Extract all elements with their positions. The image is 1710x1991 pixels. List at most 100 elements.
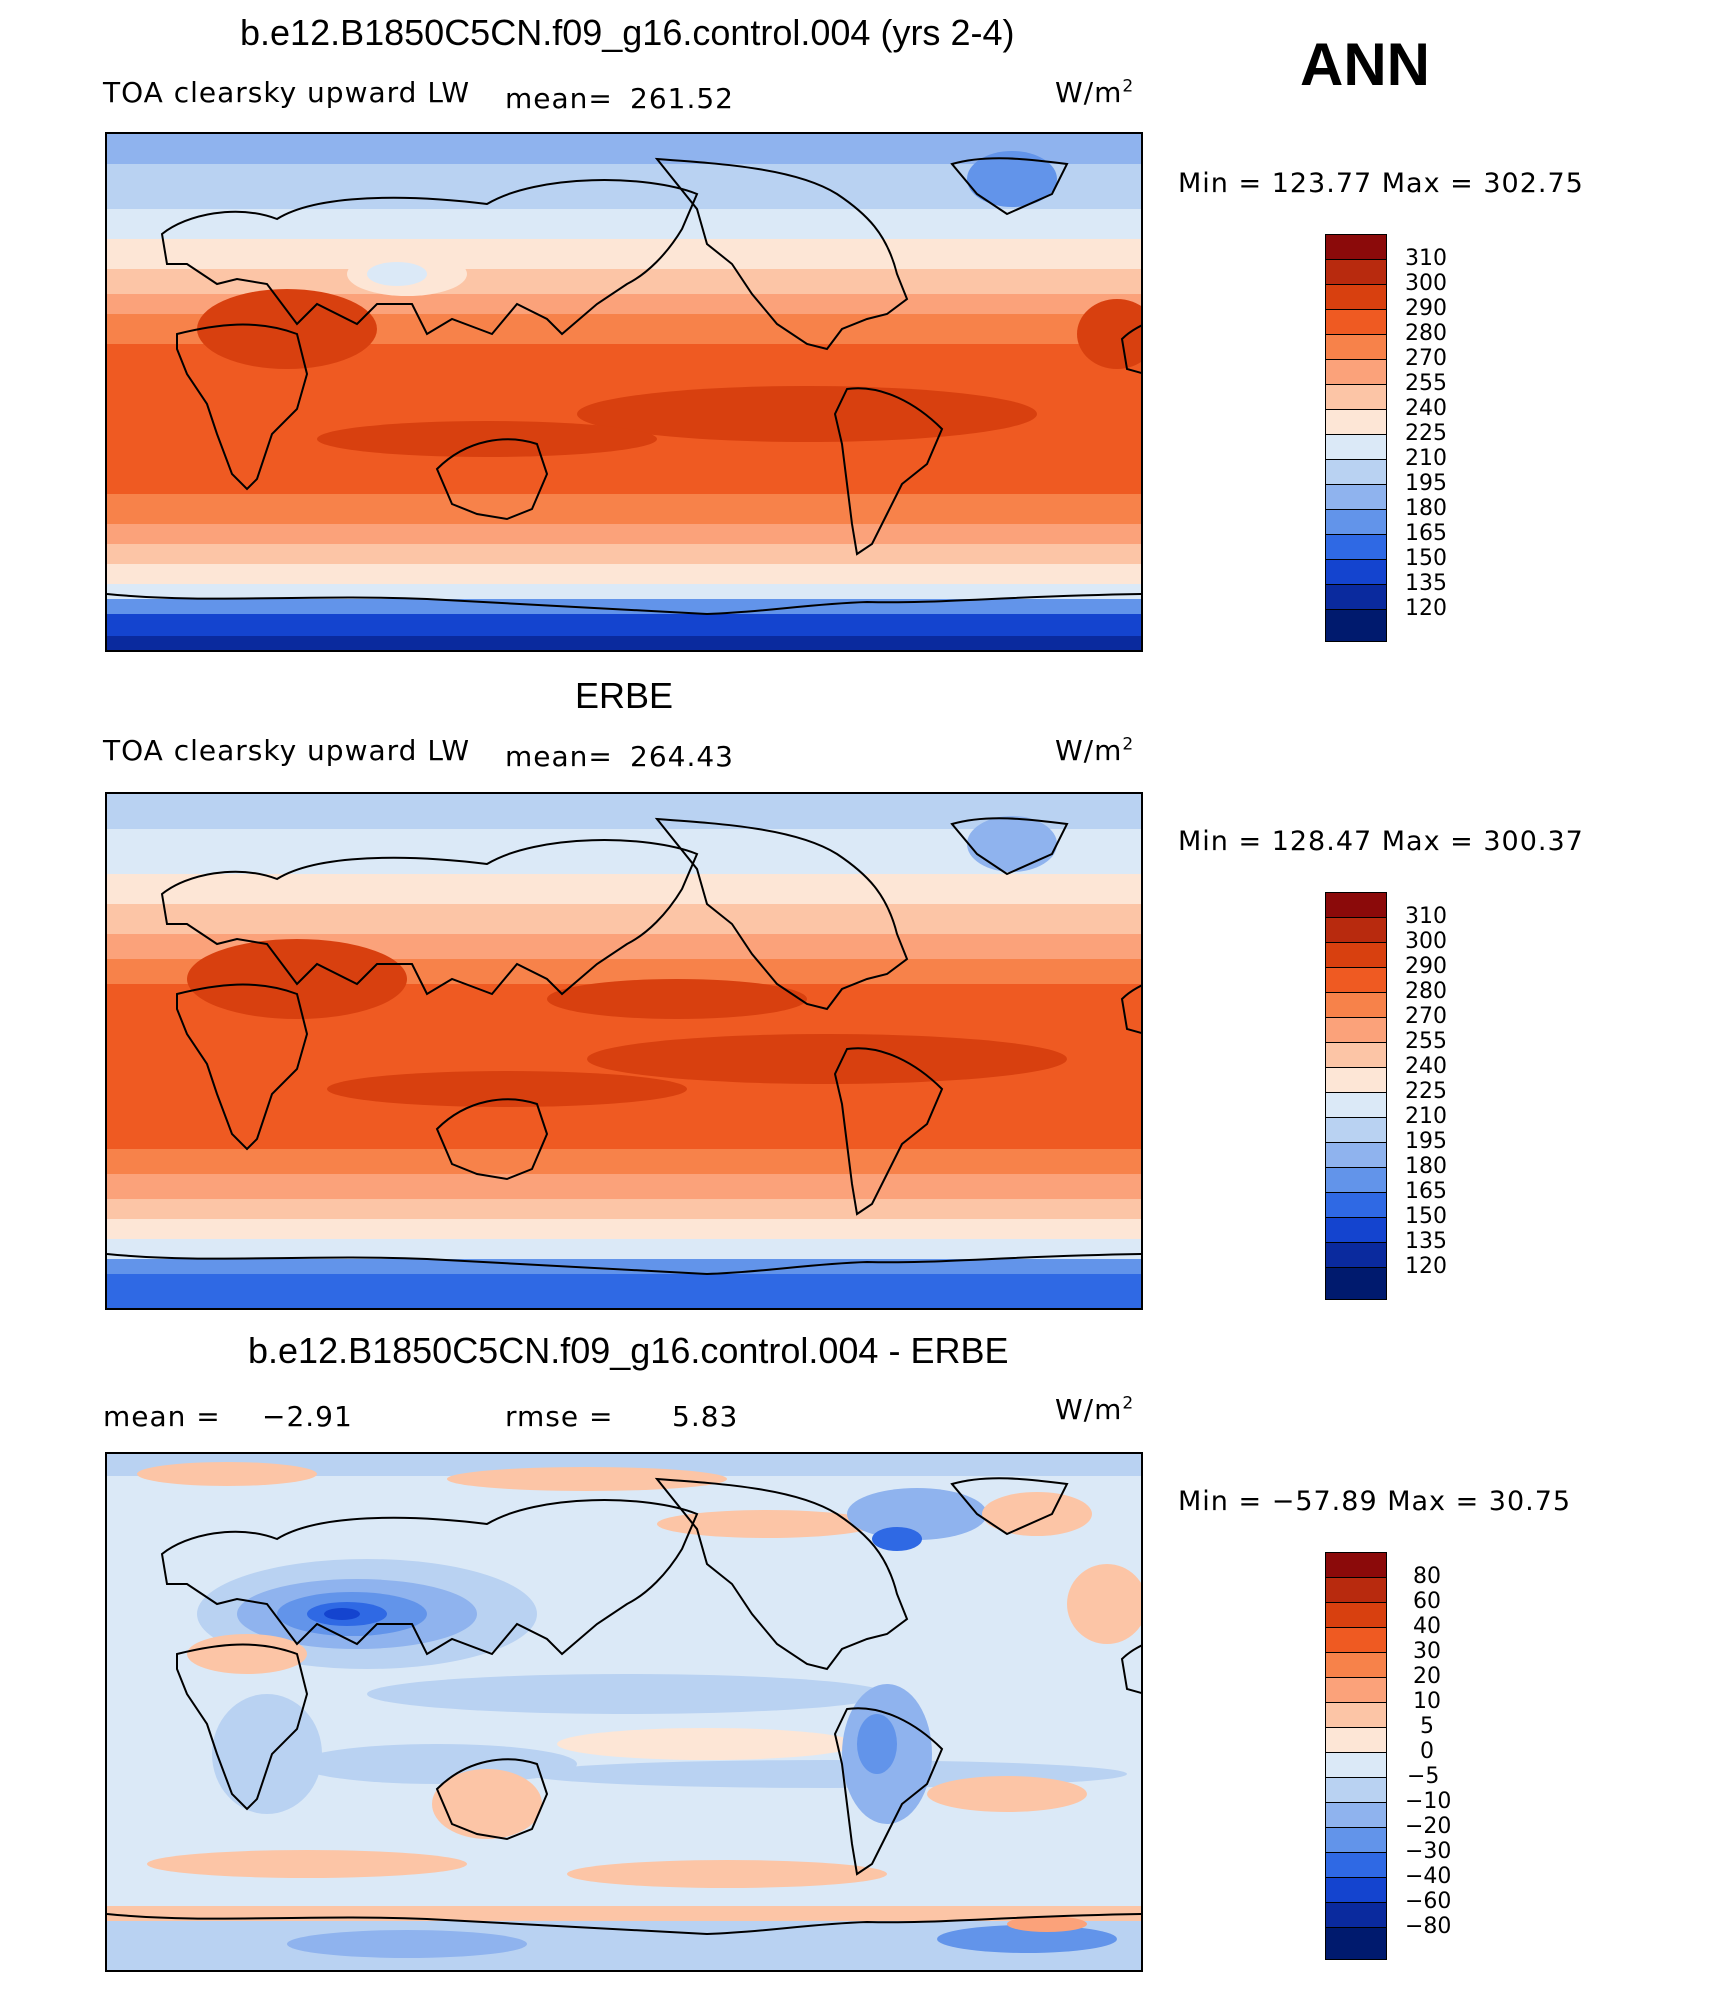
colorbar-tick: 120 [1405,596,1447,621]
colorbar-cell [1325,1902,1387,1928]
colorbar-cell [1325,1117,1387,1143]
colorbar-cell [1325,1752,1387,1778]
panel3-mean-label: mean = [103,1400,221,1433]
panel2-variable-label: TOA clearsky upward LW [103,734,471,767]
colorbar-tick: 195 [1405,1129,1447,1154]
colorbar-tick: 180 [1405,1154,1447,1179]
colorbar-cell [1325,1602,1387,1628]
colorbar-cell [1325,1042,1387,1068]
colorbar-cell [1325,1192,1387,1218]
colorbar-tick: 210 [1405,1104,1447,1129]
colorbar-tick: 210 [1405,446,1447,471]
colorbar-cell [1325,942,1387,968]
panel2-title: ERBE [575,675,674,716]
season-label: ANN [1300,31,1430,98]
panel2-mean-value: 264.43 [630,740,734,773]
colorbar-cell [1325,1017,1387,1043]
colorbar-tick: 165 [1405,521,1447,546]
colorbar-tick: 255 [1405,1029,1447,1054]
colorbar-tick: 225 [1405,421,1447,446]
colorbar-cell [1325,384,1387,410]
panel1-variable-label: TOA clearsky upward LW [103,76,471,109]
colorbar-tick: 240 [1405,396,1447,421]
colorbar-cell [1325,1167,1387,1193]
colorbar-tick: −40 [1405,1864,1452,1889]
colorbar-tick: 60 [1413,1589,1441,1614]
colorbar-tick: 270 [1405,1004,1447,1029]
colorbar-cell [1325,459,1387,485]
colorbar-tick: 150 [1405,546,1447,571]
colorbar-cell [1325,1552,1387,1578]
panel2-mean-label: mean= [505,740,613,773]
colorbar-tick: 5 [1420,1714,1434,1739]
colorbar-cell [1325,1802,1387,1828]
colorbar-cell [1325,1827,1387,1853]
panel3-units: W/m2 [1055,1393,1135,1426]
colorbar-cell [1325,1142,1387,1168]
colorbar-cell [1325,584,1387,610]
colorbar-cell [1325,509,1387,535]
colorbar-tick: 135 [1405,1229,1447,1254]
colorbar-tick: 310 [1405,246,1447,271]
colorbar-tick: 255 [1405,371,1447,396]
panel3-map [105,1452,1143,1972]
colorbar-cell [1325,334,1387,360]
panel2-map [105,792,1143,1310]
panel3-colorbar [1325,1552,1387,1960]
colorbar-cell [1325,234,1387,260]
colorbar-tick: −80 [1405,1914,1452,1939]
colorbar-cell [1325,1092,1387,1118]
colorbar-cell [1325,484,1387,510]
panel3-rmse-value: 5.83 [672,1400,739,1433]
colorbar-tick: 290 [1405,954,1447,979]
colorbar-tick: −30 [1405,1839,1452,1864]
colorbar-cell [1325,892,1387,918]
colorbar-tick: 300 [1405,271,1447,296]
colorbar-tick: 30 [1413,1639,1441,1664]
colorbar-tick: 0 [1420,1739,1434,1764]
colorbar-tick: −20 [1405,1814,1452,1839]
colorbar-tick: 120 [1405,1254,1447,1279]
colorbar-cell [1325,1702,1387,1728]
colorbar-tick: 20 [1413,1664,1441,1689]
colorbar-cell [1325,992,1387,1018]
colorbar-tick: 135 [1405,571,1447,596]
colorbar-tick: 280 [1405,321,1447,346]
panel1-title: b.e12.B1850C5CN.f09_g16.control.004 (yrs… [240,12,1015,53]
colorbar-tick: 80 [1413,1564,1441,1589]
panel3-min-max: Min = −57.89 Max = 30.75 [1178,1486,1572,1517]
colorbar-tick: 300 [1405,929,1447,954]
colorbar-cell [1325,534,1387,560]
colorbar-tick: 270 [1405,346,1447,371]
colorbar-cell [1325,1267,1387,1300]
colorbar-cell [1325,1677,1387,1703]
colorbar-cell [1325,1777,1387,1803]
colorbar-cell [1325,1927,1387,1960]
panel1-units: W/m2 [1055,76,1135,109]
colorbar-cell [1325,309,1387,335]
colorbar-cell [1325,359,1387,385]
colorbar-cell [1325,917,1387,943]
panel3-rmse-label: rmse = [505,1400,614,1433]
colorbar-cell [1325,259,1387,285]
panel1-mean-value: 261.52 [630,82,734,115]
colorbar-cell [1325,1217,1387,1243]
panel1-mean-label: mean= [505,82,613,115]
colorbar-tick: 150 [1405,1204,1447,1229]
colorbar-tick: 195 [1405,471,1447,496]
colorbar-tick: 10 [1413,1689,1441,1714]
colorbar-cell [1325,409,1387,435]
colorbar-tick: 180 [1405,496,1447,521]
colorbar-cell [1325,284,1387,310]
panel1-colorbar [1325,234,1387,642]
colorbar-cell [1325,967,1387,993]
colorbar-tick: 225 [1405,1079,1447,1104]
colorbar-tick: −10 [1405,1789,1452,1814]
colorbar-cell [1325,1727,1387,1753]
panel2-colorbar [1325,892,1387,1300]
colorbar-tick: −60 [1405,1889,1452,1914]
panel3-title: b.e12.B1850C5CN.f09_g16.control.004 - ER… [248,1330,1009,1371]
colorbar-tick: 240 [1405,1054,1447,1079]
colorbar-cell [1325,609,1387,642]
colorbar-tick: 165 [1405,1179,1447,1204]
